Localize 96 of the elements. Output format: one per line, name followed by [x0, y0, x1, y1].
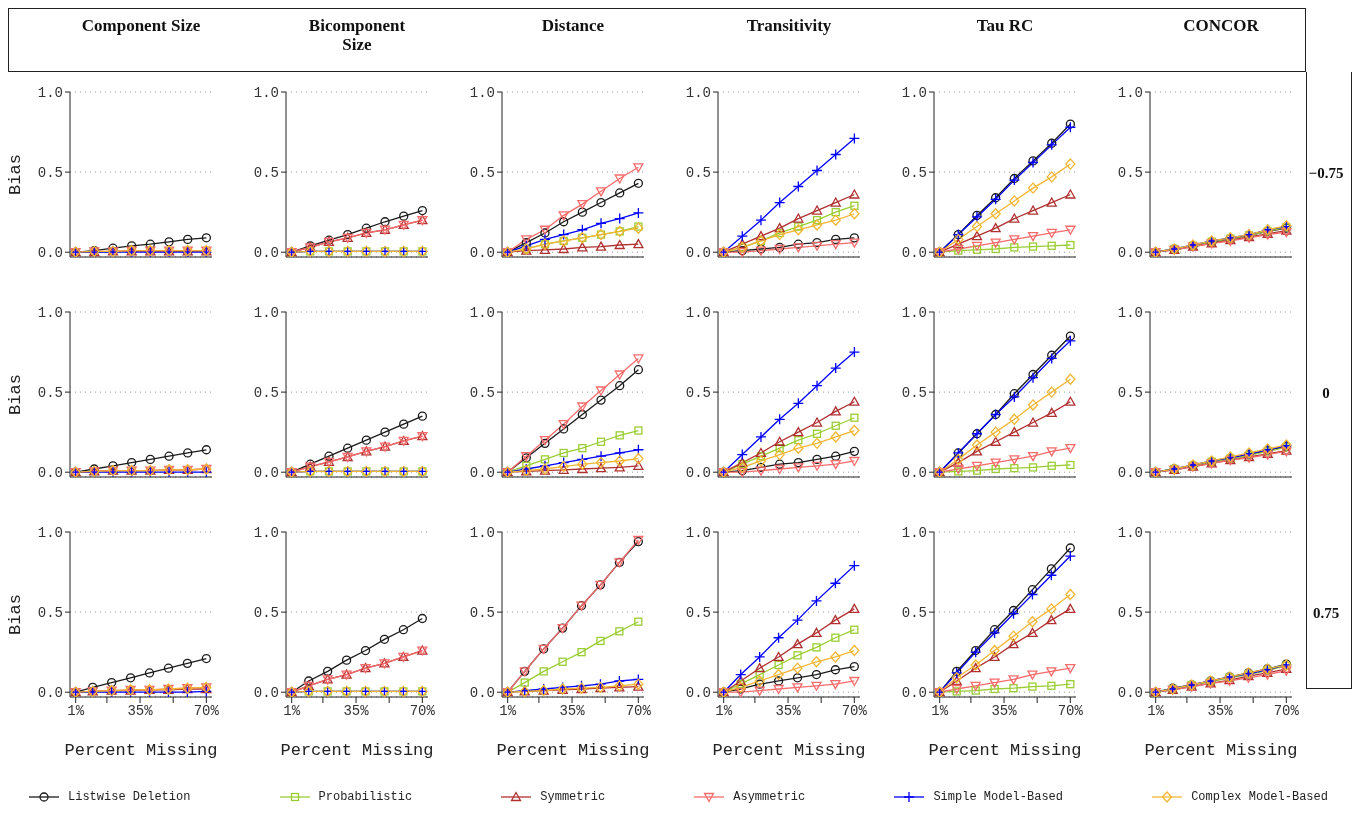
y-tick-label: 0.0: [901, 685, 927, 702]
y-tick-label: 0.5: [469, 165, 495, 182]
y-tick-label: 0.0: [901, 245, 927, 262]
y-tick-label: 1.0: [37, 84, 63, 101]
y-tick-label: 0.0: [901, 465, 927, 482]
x-tick-label: 35%: [559, 702, 586, 719]
y-tick-label: 1.0: [685, 84, 711, 101]
y-tick-label: 1.0: [469, 524, 495, 541]
y-tick-label: 0.5: [253, 165, 279, 182]
legend-label: Probabilistic: [318, 790, 413, 804]
y-tick-label: 1.0: [469, 84, 495, 101]
y-tick-label: 0.5: [685, 605, 711, 622]
y-axis-title: Bias: [6, 374, 26, 415]
y-tick-label: 0.5: [1117, 605, 1143, 622]
chart-title: Transitivity: [745, 16, 833, 35]
x-axis-title: Percent Missing: [928, 741, 1082, 760]
y-tick-label: 1.0: [685, 304, 711, 321]
x-axis-title: Percent Missing: [496, 741, 650, 760]
y-tick-label: 0.0: [469, 685, 495, 702]
y-tick-label: 0.0: [37, 685, 63, 702]
chart-title: Bicomponent Size: [307, 16, 407, 54]
x-axis-title: Percent Missing: [712, 741, 866, 760]
x-tick-label: 1%: [1147, 702, 1165, 719]
y-tick-label: 0.5: [685, 385, 711, 402]
x-tick-label: 70%: [193, 702, 220, 719]
x-tick-label: 35%: [127, 702, 154, 719]
y-tick-label: 0.0: [685, 245, 711, 262]
y-tick-label: 0.0: [253, 245, 279, 262]
text: −0.75: [1307, 164, 1345, 182]
x-tick-label: 70%: [409, 702, 436, 719]
text: 0.75: [1311, 604, 1341, 622]
y-axis-title: Bias: [6, 594, 26, 635]
y-tick-label: 0.5: [469, 385, 495, 402]
y-tick-label: 0.5: [901, 385, 927, 402]
y-tick-label: 1.0: [1117, 84, 1143, 101]
y-tick-label: 1.0: [469, 304, 495, 321]
y-tick-label: 0.0: [37, 245, 63, 262]
x-tick-label: 1%: [67, 702, 85, 719]
y-tick-label: 0.5: [253, 605, 279, 622]
y-tick-label: 0.5: [685, 165, 711, 182]
x-tick-label: 70%: [625, 702, 652, 719]
x-tick-label: 1%: [715, 702, 733, 719]
y-tick-label: 0.0: [1117, 245, 1143, 262]
x-tick-label: 70%: [841, 702, 868, 719]
y-tick-label: 1.0: [1117, 524, 1143, 541]
y-tick-label: 1.0: [901, 524, 927, 541]
chart-title: Distance: [540, 16, 606, 35]
y-tick-label: 1.0: [901, 304, 927, 321]
x-tick-label: 35%: [343, 702, 370, 719]
y-tick-label: 0.0: [37, 465, 63, 482]
y-tick-label: 1.0: [901, 84, 927, 101]
y-tick-label: 1.0: [37, 304, 63, 321]
x-tick-label: 35%: [1207, 702, 1234, 719]
y-tick-label: 0.5: [469, 605, 495, 622]
chart-title: Tau RC: [975, 16, 1035, 35]
x-tick-label: 70%: [1057, 702, 1084, 719]
y-tick-label: 0.5: [901, 605, 927, 622]
chart-title: Component Size: [81, 16, 201, 35]
x-tick-label: 70%: [1273, 702, 1300, 719]
legend-label: Complex Model-Based: [1191, 790, 1328, 804]
y-tick-label: 1.0: [253, 524, 279, 541]
y-tick-label: 0.0: [469, 245, 495, 262]
x-tick-label: 35%: [991, 702, 1018, 719]
y-tick-label: 0.0: [1117, 465, 1143, 482]
text: 0: [1321, 384, 1331, 402]
legend-label: Simple Model-Based: [933, 790, 1063, 804]
legend-label: Asymmetric: [733, 790, 806, 804]
y-tick-label: 0.0: [253, 685, 279, 702]
x-axis-title: Percent Missing: [64, 741, 218, 760]
y-tick-label: 1.0: [685, 524, 711, 541]
y-tick-label: 1.0: [253, 304, 279, 321]
y-tick-label: 0.5: [37, 165, 63, 182]
y-tick-label: 0.0: [685, 465, 711, 482]
legend-label: Listwise Deletion: [68, 790, 191, 804]
y-tick-label: 0.5: [1117, 385, 1143, 402]
x-axis-title: Percent Missing: [280, 741, 434, 760]
y-tick-label: 0.0: [685, 685, 711, 702]
x-tick-label: 1%: [931, 702, 949, 719]
x-tick-label: 1%: [499, 702, 517, 719]
x-axis-title: Percent Missing: [1144, 741, 1298, 760]
legend-label: Symmetric: [540, 790, 606, 804]
y-tick-label: 0.5: [253, 385, 279, 402]
y-tick-label: 0.0: [253, 465, 279, 482]
y-axis-title: Bias: [6, 154, 26, 195]
y-tick-label: 0.5: [901, 165, 927, 182]
y-tick-label: 0.0: [469, 465, 495, 482]
y-tick-label: 0.0: [1117, 685, 1143, 702]
y-tick-label: 0.5: [37, 605, 63, 622]
chart-title: CONCOR: [1182, 16, 1260, 35]
y-tick-label: 0.5: [37, 385, 63, 402]
y-tick-label: 1.0: [1117, 304, 1143, 321]
y-tick-label: 1.0: [37, 524, 63, 541]
x-tick-label: 35%: [775, 702, 802, 719]
y-tick-label: 1.0: [253, 84, 279, 101]
y-tick-label: 0.5: [1117, 165, 1143, 182]
x-tick-label: 1%: [283, 702, 301, 719]
